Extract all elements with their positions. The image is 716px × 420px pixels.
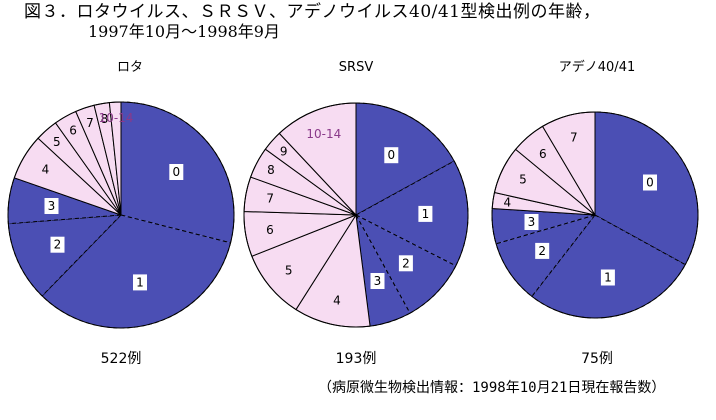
slice-label-6: 6 bbox=[266, 223, 274, 237]
slice-label-bg bbox=[524, 214, 539, 230]
slice-label-5: 5 bbox=[53, 135, 61, 149]
slice-label-3: 3 bbox=[374, 274, 382, 288]
slice-label-10-14: 10-14 bbox=[306, 127, 341, 141]
slice-label-1: 1 bbox=[136, 275, 144, 289]
slice-label-3: 3 bbox=[48, 199, 56, 213]
slice-label-bg bbox=[418, 205, 433, 222]
slice-label-bg bbox=[398, 255, 413, 272]
slice-label-3: 3 bbox=[528, 215, 536, 229]
slice-label-5: 5 bbox=[285, 264, 293, 278]
slice-label-bg bbox=[169, 164, 184, 180]
pie-outline bbox=[243, 102, 469, 328]
slice-label-7: 7 bbox=[266, 192, 274, 206]
pie-chart-2: 0 1 2 3 4 5 6 7 89 10-14 SRSV 193例 bbox=[243, 60, 469, 367]
slice-label-bg bbox=[370, 273, 385, 289]
slice-label-bg bbox=[600, 269, 615, 286]
slice-label-6: 6 bbox=[539, 147, 547, 161]
pie-count-label: 522例 bbox=[101, 351, 142, 367]
slice-label-2: 2 bbox=[538, 244, 546, 258]
slice-label-1: 1 bbox=[422, 207, 430, 221]
pie-title: アデノ40/41 bbox=[559, 59, 635, 75]
slice-label-7: 7 bbox=[86, 116, 94, 130]
slice-label-1: 1 bbox=[604, 271, 612, 285]
slice-label-bg bbox=[535, 242, 550, 259]
slice-label-4: 4 bbox=[333, 293, 341, 307]
slice-label-bg bbox=[384, 147, 399, 164]
pie-outline bbox=[7, 101, 235, 329]
slice-label-0: 0 bbox=[172, 165, 180, 179]
slice-label-5: 5 bbox=[519, 173, 527, 187]
slice-label-2: 2 bbox=[54, 238, 62, 252]
slice-label-4: 4 bbox=[503, 196, 511, 210]
pie-title: SRSV bbox=[339, 60, 374, 75]
slice-label-0: 0 bbox=[387, 148, 395, 162]
slice-label-7: 7 bbox=[570, 131, 578, 145]
slice-label-bg bbox=[44, 198, 59, 214]
pie-count-label: 193例 bbox=[336, 351, 377, 367]
pie-chart-3: 0 1 2 3 456 7 アデノ40/41 75例 bbox=[491, 59, 699, 367]
source-note: （病原微生物検出情報：1998年10月21日現在報告数） bbox=[318, 380, 666, 396]
slice-label-bg bbox=[133, 274, 147, 291]
slice-label-4: 4 bbox=[42, 163, 50, 177]
pie-title: ロタ bbox=[117, 60, 143, 75]
pie-count-label: 75例 bbox=[581, 351, 613, 367]
pie-outline bbox=[491, 111, 699, 319]
slice-label-bg bbox=[643, 174, 657, 191]
slice-label-8: 8 bbox=[101, 112, 109, 126]
chart-title: 図３．ロタウイルス、ＳＲＳＶ、アデノウイルス40/41型検出例の年齢， bbox=[24, 2, 601, 22]
slice-label-0: 0 bbox=[646, 176, 654, 190]
slice-label-bg bbox=[50, 236, 65, 253]
slice-label-9: 9 bbox=[280, 144, 288, 158]
slice-label-8: 8 bbox=[267, 163, 275, 177]
slice-label-10-14: 10-14 bbox=[99, 111, 134, 125]
slice-label-2: 2 bbox=[402, 256, 410, 270]
chart-subtitle: 1997年10月〜1998年9月 bbox=[88, 22, 280, 41]
slice-label-6: 6 bbox=[69, 123, 77, 137]
